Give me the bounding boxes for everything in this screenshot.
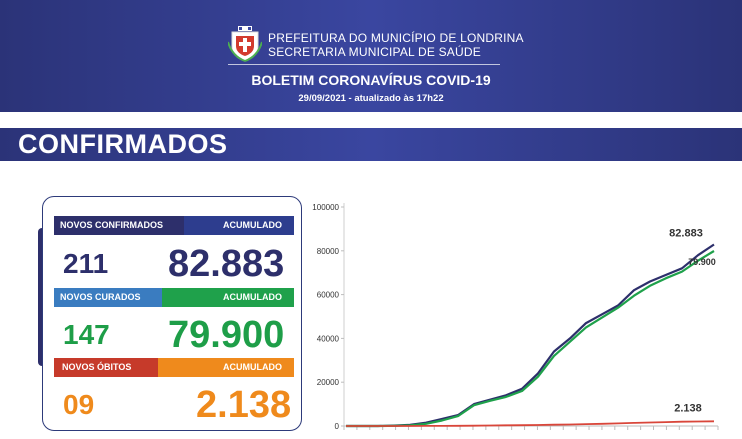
novos-curados-value: 147: [63, 319, 110, 350]
header-divider: [228, 64, 500, 65]
confirmados-acumulado-label: ACUMULADO: [223, 220, 282, 230]
confirmados-acumulado-bar: ACUMULADO: [184, 216, 294, 235]
londrina-crest-icon: [228, 26, 262, 62]
bulletin-date: 29/09/2021 - atualizado às 17h22: [298, 93, 444, 104]
y-tick-label: 20000: [317, 378, 340, 387]
series-line-2: [346, 420, 715, 427]
header-banner: [0, 0, 742, 112]
org-line-1: PREFEITURA DO MUNICÍPIO DE LONDRINA: [268, 31, 524, 45]
cumulative-cases-chart: 0 20000 40000 60000 80000 100000 82.883 79.900 2…: [312, 203, 719, 431]
confirmados-acumulado-value: 82.883: [168, 243, 285, 285]
y-tick-label: 60000: [317, 291, 340, 300]
curados-acumulado-value: 79.900: [168, 314, 285, 356]
y-tick-label: 80000: [317, 247, 340, 256]
novos-curados-bar: NOVOS CURADOS: [54, 288, 162, 307]
series-end-label-0: 82.883: [669, 227, 703, 239]
y-tick-label: 0: [335, 422, 340, 431]
obitos-acumulado-label: ACUMULADO: [223, 362, 282, 372]
curados-acumulado-bar: ACUMULADO: [162, 288, 294, 307]
novos-obitos-value: 09: [63, 389, 95, 420]
novos-curados-label: NOVOS CURADOS: [60, 292, 141, 302]
bulletin-title: BOLETIM CORONAVÍRUS COVID-19: [251, 72, 491, 88]
obitos-acumulado-value: 2.138: [196, 384, 292, 426]
y-tick-label: 40000: [317, 334, 340, 343]
curados-acumulado-label: ACUMULADO: [223, 292, 282, 302]
stats-panel: [42, 196, 302, 431]
novos-confirmados-value: 211: [63, 248, 109, 279]
novos-confirmados-bar: NOVOS CONFIRMADOS: [54, 216, 184, 235]
section-title: CONFIRMADOS: [18, 129, 228, 159]
series-end-label-2: 2.138: [674, 402, 702, 414]
org-line-2: SECRETARIA MUNICIPAL DE SAÚDE: [268, 45, 481, 59]
novos-obitos-bar: NOVOS ÓBITOS: [54, 358, 158, 377]
obitos-acumulado-bar: ACUMULADO: [158, 358, 294, 377]
section-band: [0, 128, 742, 161]
novos-confirmados-label: NOVOS CONFIRMADOS: [60, 220, 164, 230]
series-end-label-1: 79.900: [688, 257, 716, 267]
y-tick-label: 100000: [312, 203, 339, 212]
series-line-0: [346, 243, 715, 428]
novos-obitos-label: NOVOS ÓBITOS: [62, 362, 132, 372]
